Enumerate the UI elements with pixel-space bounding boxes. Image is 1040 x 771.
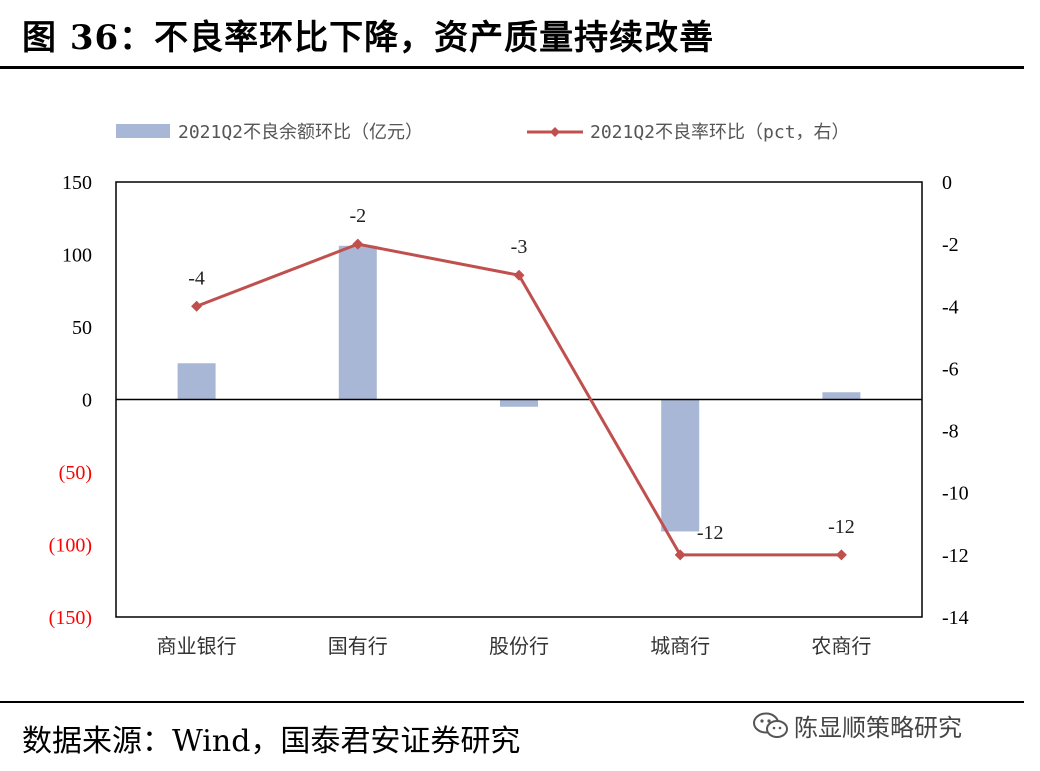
line-marker-0 [191, 300, 203, 312]
watermark: 陈显顺策略研究 [752, 708, 962, 743]
category-label: 城商行 [650, 634, 710, 658]
right-tick-label: 0 [942, 172, 952, 194]
right-tick-label: -2 [942, 234, 959, 256]
bar-2 [500, 399, 538, 407]
left-tick-label: 50 [72, 317, 92, 339]
data-label: -4 [188, 267, 205, 289]
left-tick-label: 0 [82, 390, 92, 412]
bar-3 [661, 399, 700, 532]
legend: 2021Q2不良余额环比（亿元） 2021Q2不良率环比（pct，右） [116, 122, 850, 143]
right-tick-label: -10 [942, 483, 969, 505]
line-marker-3 [674, 549, 686, 561]
data-label: -12 [697, 522, 724, 544]
legend-label-line: 2021Q2不良率环比（pct，右） [590, 122, 850, 143]
category-label: 股份行 [489, 634, 549, 658]
right-tick-label: -4 [942, 296, 959, 318]
chart-canvas: 2021Q2不良余额环比（亿元） 2021Q2不良率环比（pct，右） 150 10… [49, 122, 969, 658]
bar-1 [338, 245, 377, 400]
data-label: -2 [349, 205, 366, 227]
line-marker-4 [835, 549, 847, 561]
wechat-icon [753, 712, 788, 738]
bar-0 [177, 363, 216, 400]
bottom-rule [0, 701, 1024, 703]
category-label: 农商行 [811, 634, 871, 658]
left-tick-label: 150 [62, 172, 92, 194]
right-tick-label: -12 [942, 545, 969, 567]
category-label: 商业银行 [157, 634, 237, 658]
legend-marker [550, 127, 560, 137]
right-tick-label: -6 [942, 358, 959, 380]
line-marker-1 [352, 238, 364, 250]
source-note: 数据来源：Wind，国泰君安证券研究 [22, 724, 521, 759]
data-label: -3 [511, 236, 528, 258]
category-label: 国有行 [328, 634, 388, 658]
plot-area: 150 100 50 0 (50) (100) (150) 0 -2 -4 -6 -8 -10 -12 -1… [49, 172, 969, 658]
right-tick-label: -14 [942, 607, 969, 629]
line-marker-2 [513, 269, 525, 281]
right-tick-label: -8 [942, 421, 959, 443]
left-tick-label: (50) [59, 462, 92, 484]
figure-title: 图 36：不良率环比下降，资产质量持续改善 [22, 18, 715, 58]
left-tick-label: 100 [62, 245, 92, 267]
left-tick-label: (100) [49, 535, 92, 557]
legend-swatch-bar [116, 124, 170, 138]
watermark-text: 陈显顺策略研究 [794, 714, 962, 742]
bar-4 [822, 392, 861, 400]
top-rule [0, 66, 1024, 69]
left-tick-label: (150) [49, 607, 92, 629]
legend-label-bar: 2021Q2不良余额环比（亿元） [178, 122, 423, 143]
data-label: -12 [828, 516, 855, 538]
